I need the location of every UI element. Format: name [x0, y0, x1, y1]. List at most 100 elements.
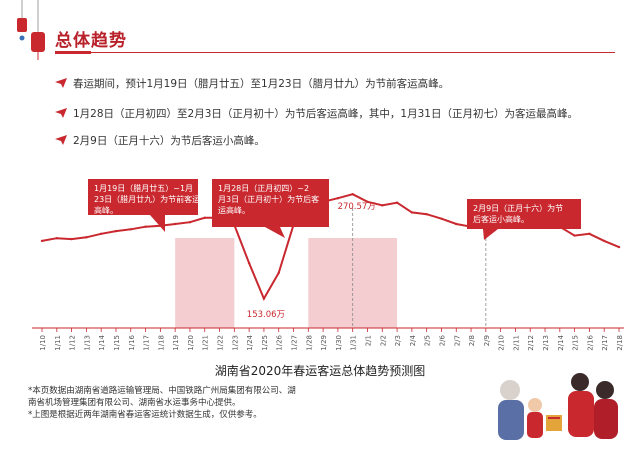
paper-plane-icon [55, 135, 67, 145]
x-tick-label: 2/18 [616, 335, 624, 351]
x-tick-label: 1/11 [54, 335, 62, 351]
x-tick-label: 1/13 [83, 335, 91, 351]
callout-box: 1月28日（正月初四）~2月3日（正月初十）为节后客运高峰。 [212, 179, 329, 238]
x-tick-label: 2/14 [557, 334, 565, 350]
x-tick-label: 2/12 [527, 335, 535, 351]
data-point [573, 234, 576, 237]
footnote-line: *本页数据由湖南省道路运输管理局、中国铁路广州局集团有限公司、湖 [28, 386, 296, 396]
data-point [277, 271, 280, 275]
x-tick-label: 1/16 [128, 334, 136, 350]
x-tick-label: 1/31 [350, 335, 358, 351]
data-point [70, 237, 73, 241]
callout-background [467, 199, 581, 229]
footnote-line: *上图是根据近两年湖南省春运客运统计数据生成，仅供参考。 [28, 410, 262, 420]
data-point [203, 216, 206, 219]
highlight-bands [175, 238, 398, 328]
data-point [351, 192, 354, 196]
bullet-text: 春运期间，预计1月19日（腊月廿五）至1月23日（腊月廿九）为节前客运高峰。 [73, 78, 450, 90]
trend-chart: 1/10 1/11 1/12 1/13 1/14 1/15 1/16 1/17 1/18 1/19… [32, 179, 624, 351]
data-point [188, 221, 192, 224]
paper-plane-icon [55, 108, 67, 118]
x-tick-label: 1/19 [172, 335, 180, 351]
x-tick-label: 1/22 [217, 335, 225, 351]
callout-pointer [265, 227, 285, 238]
x-tick-label: 2/10 [498, 335, 506, 351]
bullet-item: 2月9日（正月十六）为节后客运小高峰。 [55, 133, 265, 148]
bullet-text: 1月28日（正月初四）至2月3日（正月初十）为节后客运高峰，其中，1月31日（正… [73, 108, 578, 120]
data-point [262, 297, 266, 300]
x-tick-label: 1/25 [261, 335, 269, 351]
data-label-peak: 270.57万 [338, 202, 376, 212]
data-point [173, 222, 177, 226]
header: 总体趋势 [55, 26, 127, 51]
x-tick-label: 2/4 [409, 334, 417, 346]
callout-box: 1月19日（腊月廿五）~1月23日（腊月廿九）为节前客运高峰。 [88, 179, 200, 232]
x-tick-label: 1/17 [143, 335, 151, 351]
data-point [247, 261, 251, 265]
callout-text: 2月9日（正月十六）为节 [473, 203, 563, 213]
data-point [395, 201, 399, 204]
x-tick-label: 1/12 [69, 335, 77, 351]
data-point [455, 222, 458, 226]
x-tick-label: 2/17 [601, 335, 609, 351]
x-tick-label: 1/15 [113, 335, 121, 351]
x-tick-label: 2/2 [379, 335, 387, 346]
data-point [588, 232, 591, 235]
callout-background [88, 179, 198, 215]
x-tick-label: 1/20 [187, 335, 195, 351]
data-point [336, 197, 340, 200]
callout-text: 1月28日（正月初四）~2 [218, 183, 309, 193]
x-tick-label: 2/1 [364, 335, 372, 346]
data-point [366, 200, 369, 203]
data-point [85, 236, 88, 239]
data-point [40, 239, 44, 243]
bullet-item: 春运期间，预计1月19日（腊月廿五）至1月23日（腊月廿九）为节前客运高峰。 [55, 76, 449, 91]
bullet-text: 2月9日（正月十六）为节后客运小高峰。 [73, 135, 265, 147]
data-label-low: 153.06万 [247, 310, 285, 320]
x-tick-label: 1/27 [291, 335, 299, 351]
footnotes: *本页数据由湖南省道路运输管理局、中国铁路广州局集团有限公司、湖 南省机场管理集… [28, 385, 358, 421]
data-point [440, 217, 443, 220]
family-illustration [498, 373, 618, 440]
x-tick-label: 1/18 [157, 335, 165, 351]
x-tick-label: 2/16 [586, 334, 594, 350]
x-tick-label: 2/8 [468, 335, 476, 346]
x-tick-label: 2/7 [453, 335, 461, 346]
data-point [144, 225, 147, 228]
callout-text: 后客运小高峰。 [473, 214, 529, 224]
page-title: 总体趋势 [55, 31, 127, 51]
data-point [603, 239, 606, 243]
callout-text: 月3日（正月初十）为节后客 [218, 194, 319, 204]
x-tick-label: 1/23 [231, 335, 239, 351]
callout-pointer [150, 215, 165, 232]
data-point [381, 204, 384, 207]
x-tick-label: 2/6 [438, 334, 446, 346]
data-point [55, 237, 58, 240]
paper-plane-icon [55, 78, 67, 88]
x-tick-label: 1/24 [246, 334, 254, 350]
x-tick-label: 2/11 [512, 335, 520, 351]
data-point [410, 211, 414, 214]
data-labels: 270.57万 153.06万 [247, 202, 376, 320]
x-tick-label: 1/26 [276, 334, 284, 350]
data-point [425, 213, 428, 216]
chart-title: 湖南省2020年春运客运总体趋势预测图 [214, 364, 426, 378]
highlight-band [175, 238, 235, 328]
data-point [129, 228, 132, 231]
x-tick-label: 1/30 [335, 335, 343, 351]
footnote-line: 南省机场管理集团有限公司、湖南省水运事务中心提供。 [28, 398, 241, 408]
callout-text: 1月19日（腊月廿五）~1月 [94, 183, 193, 193]
data-point [99, 232, 103, 235]
callout-background [212, 179, 329, 227]
x-tick-label: 1/21 [202, 335, 210, 351]
x-tick-label: 1/10 [39, 335, 47, 351]
lantern-decoration [17, 0, 45, 60]
x-tick-label: 1/14 [98, 334, 106, 350]
x-tick-label: 2/9 [483, 335, 491, 346]
x-tick-label: 2/3 [394, 335, 402, 346]
x-tick-label: 1/29 [320, 335, 328, 351]
callout-text: 高峰。 [94, 205, 118, 215]
callout-pointer [483, 229, 498, 240]
x-tick-label: 2/13 [542, 335, 550, 351]
callout-box: 2月9日（正月十六）为节后客运小高峰。 [467, 199, 581, 240]
